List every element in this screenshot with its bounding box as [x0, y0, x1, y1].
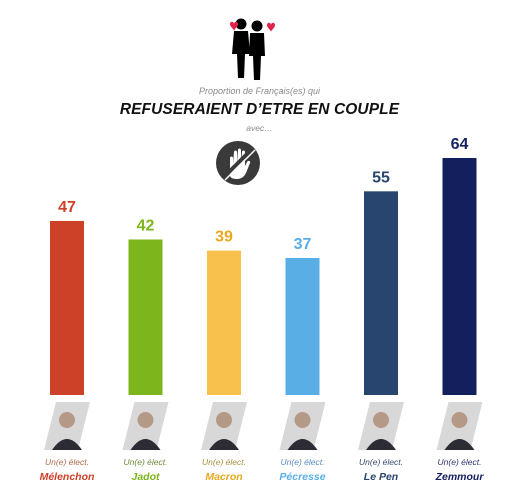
- bar: [442, 158, 477, 395]
- data-label: 64: [451, 136, 469, 153]
- candidate-face: [373, 412, 389, 428]
- category-prefix: Un(e) élect.: [359, 457, 403, 467]
- bar: [285, 257, 320, 395]
- bar-group-4: 55 Un(e) élect. Le Pen: [358, 169, 404, 483]
- category-label: Zemmour: [435, 471, 485, 483]
- category-prefix: Un(e) élect.: [45, 457, 89, 467]
- candidate-face: [59, 412, 75, 428]
- category-prefix: Un(e) élect.: [281, 457, 325, 467]
- bar: [207, 250, 241, 395]
- bar-group-3: 37 Un(e) élect. Pécresse: [279, 236, 325, 483]
- bar-group-2: 39 Un(e) élect. Macron: [201, 229, 247, 483]
- candidate-face: [216, 412, 232, 428]
- bar: [128, 239, 163, 395]
- data-label: 42: [137, 217, 155, 234]
- candidate-suit: [287, 439, 318, 450]
- candidate-suit: [209, 439, 239, 450]
- category-label: Le Pen: [364, 471, 398, 483]
- candidate-suit: [130, 439, 161, 450]
- candidate-face: [294, 412, 311, 428]
- bar-group-1: 42 Un(e) élect. Jadot: [122, 217, 169, 483]
- data-label: 47: [58, 199, 76, 216]
- category-prefix: Un(e) élect.: [124, 457, 168, 467]
- bar: [364, 191, 398, 395]
- candidate-suit: [366, 439, 396, 450]
- data-label: 55: [372, 169, 390, 186]
- category-label: Macron: [205, 471, 242, 483]
- candidate-suit: [444, 439, 475, 450]
- chart-title: REFUSERAIENT D’ETRE EN COUPLE: [119, 101, 400, 118]
- data-label: 39: [215, 229, 233, 246]
- couple-hearts-icon: [230, 18, 275, 80]
- category-label: Jadot: [131, 471, 160, 483]
- chart-qualifier: avec…: [246, 123, 273, 133]
- chart-subtitle: Proportion de Français(es) qui: [198, 86, 321, 96]
- candidate-face: [451, 412, 468, 428]
- category-label: Mélenchon: [40, 471, 95, 483]
- category-prefix: Un(e) élect.: [202, 457, 246, 467]
- category-label: Pécresse: [279, 471, 325, 483]
- candidate-suit: [52, 439, 82, 450]
- bar-group-0: 47 Un(e) élect. Mélenchon: [40, 199, 95, 483]
- bar: [50, 220, 84, 395]
- data-label: 37: [294, 236, 312, 253]
- category-prefix: Un(e) élect.: [438, 457, 482, 467]
- stop-hand-icon: [216, 141, 260, 185]
- bar-group-5: 64 Un(e) élect. Zemmour: [435, 136, 485, 483]
- candidate-face: [137, 412, 154, 428]
